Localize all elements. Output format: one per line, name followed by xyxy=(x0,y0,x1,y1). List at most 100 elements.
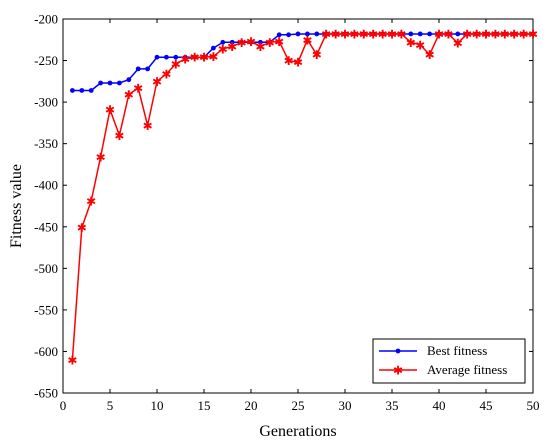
data-point-best-fitness xyxy=(79,88,85,93)
data-point-best-fitness xyxy=(455,31,461,37)
data-point-average-fitness: ✱ xyxy=(462,27,472,41)
data-point-average-fitness: ✱ xyxy=(481,27,491,41)
data-point-best-fitness xyxy=(98,80,103,86)
data-point-average-fitness: ✱ xyxy=(284,54,294,68)
x-tick-label: 10 xyxy=(151,398,164,413)
legend-marker-average: ✱ xyxy=(393,364,403,378)
data-point-average-fitness: ✱ xyxy=(227,40,237,54)
data-point-average-fitness: ✱ xyxy=(331,27,341,41)
data-point-average-fitness: ✱ xyxy=(143,119,153,133)
data-point-average-fitness: ✱ xyxy=(161,67,171,81)
data-point-average-fitness: ✱ xyxy=(312,48,322,62)
legend-box xyxy=(372,338,526,384)
data-point-best-fitness xyxy=(70,88,75,93)
data-point-best-fitness xyxy=(286,32,291,38)
y-tick-label: -300 xyxy=(34,95,58,110)
x-tick-label: 30 xyxy=(339,398,352,413)
data-point-average-fitness: ✱ xyxy=(490,27,500,41)
data-point-best-fitness xyxy=(220,39,226,45)
data-point-average-fitness: ✱ xyxy=(237,36,247,50)
x-tick-label: 35 xyxy=(386,398,399,413)
series-layer: ✱✱✱✱✱✱✱ ✱✱✱✱✱ ✱ ✱ ✱ ✱✱ ✱ ✱ ✱ ✱ ✱ ✱✱ ✱✱✱✱ ✱ ✱ ✱ ✱ ✱ ✱ ✱ ✱✱ ✱✱✱… xyxy=(67,27,538,367)
x-tick-label: 20 xyxy=(245,398,258,413)
data-point-best-fitness xyxy=(88,88,94,93)
data-point-average-fitness: ✱ xyxy=(199,51,209,65)
data-point-average-fitness: ✱ xyxy=(67,353,77,367)
data-point-best-fitness xyxy=(164,54,169,60)
y-tick-label: -400 xyxy=(34,178,58,193)
data-point-average-fitness: ✱ xyxy=(124,88,134,102)
data-point-average-fitness: ✱ xyxy=(321,27,331,41)
data-point-best-fitness xyxy=(173,54,179,60)
data-point-best-fitness xyxy=(107,80,113,86)
data-point-best-fitness xyxy=(211,45,216,51)
y-tick-label: -200 xyxy=(34,12,58,27)
data-point-average-fitness: ✱ xyxy=(218,42,228,56)
series-line-average-fitness xyxy=(71,33,533,360)
data-point-average-fitness: ✱ xyxy=(519,27,529,41)
data-point-average-fitness: ✱ xyxy=(349,27,359,41)
x-tick-label: 50 xyxy=(527,398,540,413)
data-point-best-fitness xyxy=(295,31,301,37)
data-point-best-fitness xyxy=(408,31,414,37)
data-point-average-fitness: ✱ xyxy=(453,37,463,51)
data-point-average-fitness: ✱ xyxy=(190,51,200,65)
data-point-average-fitness: ✱ xyxy=(265,36,275,50)
data-point-average-fitness: ✱ xyxy=(96,150,106,164)
data-point-best-fitness xyxy=(427,31,432,37)
x-tick-label: 25 xyxy=(292,398,305,413)
data-point-best-fitness xyxy=(314,31,320,37)
data-point-best-fitness xyxy=(276,32,282,38)
data-point-best-fitness xyxy=(258,39,263,45)
data-point-average-fitness: ✱ xyxy=(396,27,406,41)
x-tick-label: 0 xyxy=(60,398,67,413)
data-point-average-fitness: ✱ xyxy=(208,50,218,64)
y-tick-label: -550 xyxy=(34,302,58,317)
y-tick-label: -450 xyxy=(34,219,58,234)
data-point-best-fitness xyxy=(417,31,423,37)
series-average-fitness: ✱✱✱✱✱✱✱ ✱✱✱✱✱ ✱ ✱ ✱ ✱✱ ✱ ✱ ✱ ✱ ✱ ✱✱ ✱✱✱✱ ✱ ✱ ✱ ✱ ✱ ✱ ✱ ✱✱ ✱✱✱… xyxy=(67,27,538,367)
data-point-average-fitness: ✱ xyxy=(406,36,416,50)
legend-marker-best xyxy=(395,348,401,354)
data-point-average-fitness: ✱ xyxy=(246,35,256,49)
data-point-best-fitness xyxy=(126,77,132,83)
data-point-average-fitness: ✱ xyxy=(180,52,190,66)
x-tick-label: 45 xyxy=(480,398,493,413)
data-point-best-fitness xyxy=(135,66,141,72)
data-point-average-fitness: ✱ xyxy=(509,27,519,41)
x-tick-label: 15 xyxy=(198,398,211,413)
data-point-average-fitness: ✱ xyxy=(133,81,143,95)
data-point-average-fitness: ✱ xyxy=(255,40,265,54)
y-tick-label: -250 xyxy=(34,53,58,68)
data-point-best-fitness xyxy=(117,80,122,86)
x-tick-label: 40 xyxy=(433,398,446,413)
data-point-average-fitness: ✱ xyxy=(528,27,538,41)
y-tick-label: -350 xyxy=(34,136,58,151)
legend-label-best: Best fitness xyxy=(427,343,487,358)
data-point-average-fitness: ✱ xyxy=(86,195,96,209)
data-point-best-fitness xyxy=(154,54,160,60)
data-point-average-fitness: ✱ xyxy=(340,27,350,41)
x-tick-label: 5 xyxy=(107,398,114,413)
data-point-average-fitness: ✱ xyxy=(500,27,510,41)
data-point-best-fitness xyxy=(229,39,235,45)
data-point-best-fitness xyxy=(305,31,310,37)
data-point-average-fitness: ✱ xyxy=(359,27,369,41)
data-point-average-fitness: ✱ xyxy=(77,221,87,235)
x-axis-title: Generations xyxy=(259,423,336,440)
y-tick-label: -600 xyxy=(34,344,58,359)
y-tick-label: -650 xyxy=(34,386,58,401)
data-point-average-fitness: ✱ xyxy=(425,48,435,62)
data-point-best-fitness xyxy=(145,66,151,72)
data-point-average-fitness: ✱ xyxy=(274,35,284,49)
data-point-average-fitness: ✱ xyxy=(443,27,453,41)
legend: Best fitness ✱ Average fitness xyxy=(372,338,526,384)
data-point-average-fitness: ✱ xyxy=(415,38,425,52)
y-axis-title: Fitness value xyxy=(8,164,25,248)
data-point-average-fitness: ✱ xyxy=(378,27,388,41)
legend-label-average: Average fitness xyxy=(427,362,507,377)
data-point-average-fitness: ✱ xyxy=(434,27,444,41)
data-point-average-fitness: ✱ xyxy=(152,75,162,89)
y-tick-label: -500 xyxy=(34,261,58,276)
